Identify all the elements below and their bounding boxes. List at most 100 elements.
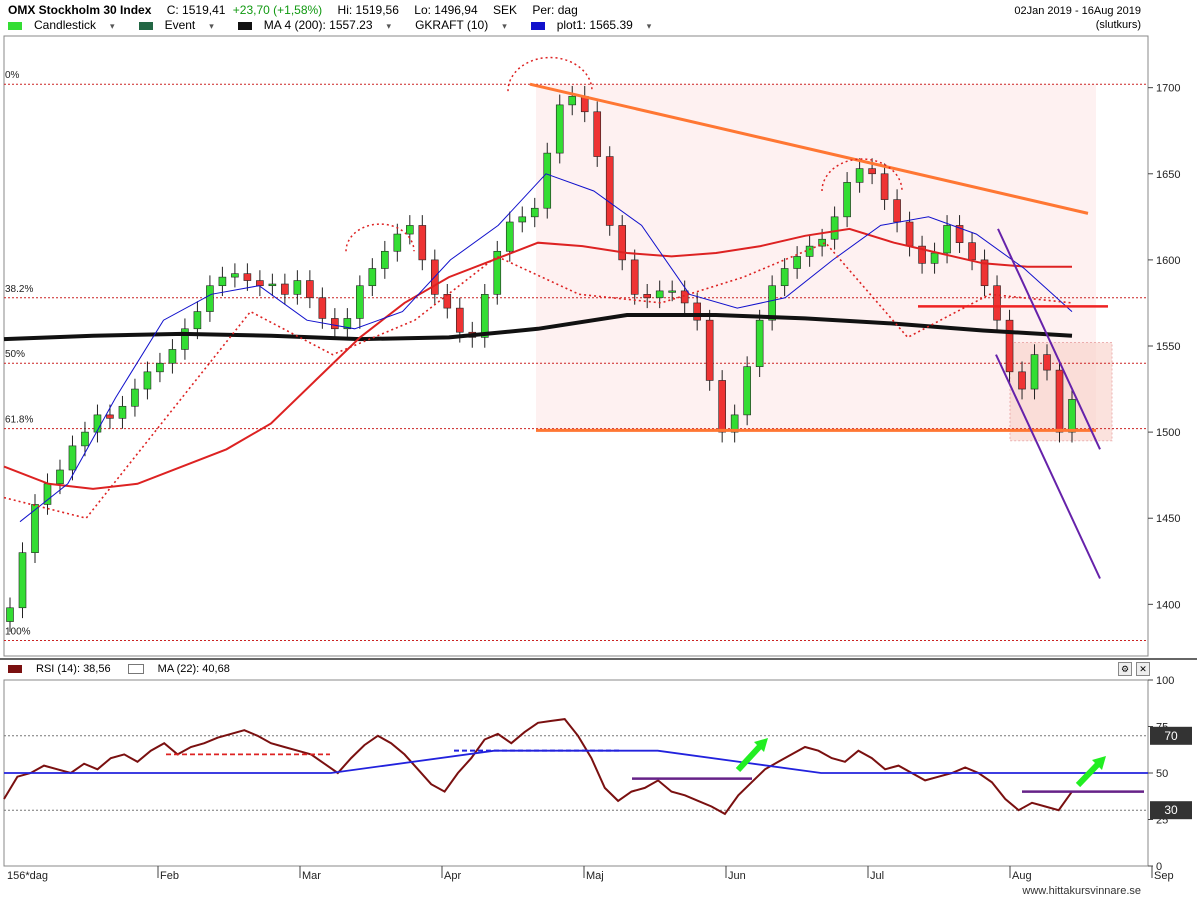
candle xyxy=(181,328,189,350)
chevron-down-icon[interactable]: ▾ xyxy=(646,21,652,31)
candle xyxy=(568,95,577,106)
candle xyxy=(930,252,939,264)
legend-row: Candlestick ▾ Event ▾ MA 4 (200): 1557.23 ▾ GK… xyxy=(8,18,675,32)
rsi-swatch xyxy=(8,665,22,674)
legend-swatch xyxy=(138,21,153,30)
candle xyxy=(918,245,926,264)
candle xyxy=(718,380,726,433)
period-note: 156*dag xyxy=(7,870,48,882)
rsi-level-label: 30 xyxy=(1164,803,1178,817)
candle xyxy=(780,268,789,287)
panel-close-icon[interactable]: ✕ xyxy=(1136,662,1150,676)
candle xyxy=(131,388,139,407)
y-tick-label: 1450 xyxy=(1156,513,1180,525)
candle xyxy=(743,366,751,416)
date-range: 02Jan 2019 - 16Aug 2019 (slutkurs) xyxy=(1014,4,1141,32)
rsi-level-badge xyxy=(1150,726,1192,745)
x-tick-label: Feb xyxy=(160,870,179,882)
x-tick-label: Mar xyxy=(302,870,321,882)
candle xyxy=(755,319,764,367)
candle xyxy=(518,216,527,223)
arrow-head-icon xyxy=(1092,756,1106,770)
candle xyxy=(730,414,739,433)
x-tick-label: Aug xyxy=(1012,870,1032,882)
arrow-head-icon xyxy=(754,738,768,752)
candle xyxy=(218,276,227,287)
candle xyxy=(955,225,964,243)
rsi-header: RSI (14): 38,56 MA (22): 40,68 xyxy=(8,663,244,675)
x-tick-label: Sep xyxy=(1154,870,1174,882)
series-line xyxy=(19,173,1073,523)
close-value: C: 1519,41 xyxy=(166,3,226,17)
candle xyxy=(943,225,951,254)
x-tick-label: Maj xyxy=(586,870,604,882)
legend-label: Event xyxy=(164,18,196,32)
x-tick-label: Apr xyxy=(444,870,461,882)
legend-swatch xyxy=(8,21,22,30)
date-range-text: 02Jan 2019 - 16Aug 2019 xyxy=(1014,5,1141,17)
candle xyxy=(381,250,389,269)
legend-swatch xyxy=(530,21,545,30)
candle xyxy=(818,238,826,247)
candle xyxy=(868,168,876,175)
candle xyxy=(855,168,864,183)
candle xyxy=(393,233,402,252)
candle xyxy=(705,319,714,381)
candle xyxy=(143,371,152,390)
candle xyxy=(406,225,414,235)
y-tick-label: 1650 xyxy=(1156,169,1180,181)
period-label: Per: dag xyxy=(532,3,578,17)
x-tick-label: Jul xyxy=(870,870,884,882)
candle xyxy=(805,245,814,257)
y-tick-label: 1600 xyxy=(1156,255,1180,267)
arrow-icon xyxy=(1075,759,1103,788)
panel-settings-icon[interactable]: ⚙ xyxy=(1118,662,1132,676)
candle xyxy=(156,362,164,373)
chevron-down-icon[interactable]: ▾ xyxy=(110,21,115,31)
candle xyxy=(555,104,564,154)
candle xyxy=(231,273,239,278)
candle xyxy=(530,207,539,218)
chevron-down-icon[interactable]: ▾ xyxy=(502,21,507,31)
legend-swatch xyxy=(237,21,252,30)
candle xyxy=(318,297,327,319)
candle xyxy=(281,283,289,295)
candle xyxy=(356,285,364,319)
candle xyxy=(56,469,64,485)
rsi-y-tick-label: 50 xyxy=(1156,768,1168,780)
candle xyxy=(1030,354,1039,390)
candle xyxy=(256,280,264,287)
legend-item[interactable]: plot1: 1565.39 ▾ xyxy=(530,18,664,32)
x-tick-label: Jun xyxy=(728,870,746,882)
rsi-series-line xyxy=(3,718,1073,816)
legend-item[interactable]: Candlestick ▾ xyxy=(8,18,127,32)
price-type-text: (slutkurs) xyxy=(1095,19,1141,31)
candle xyxy=(655,290,664,299)
high-value: Hi: 1519,56 xyxy=(337,3,399,17)
candle xyxy=(118,405,127,419)
chevron-down-icon[interactable]: ▾ xyxy=(209,21,214,31)
legend-label: MA 4 (200): 1557.23 xyxy=(263,18,373,32)
candle xyxy=(243,273,252,281)
rsi-level-label: 70 xyxy=(1164,729,1178,743)
legend-item[interactable]: Event ▾ xyxy=(138,18,226,32)
candle xyxy=(968,242,976,261)
candle xyxy=(980,259,989,287)
legend-label: plot1: 1565.39 xyxy=(556,18,633,32)
candle xyxy=(480,294,489,338)
rsi-label: RSI (14): 38,56 xyxy=(36,663,111,675)
pattern-arc xyxy=(507,56,593,92)
shade-zone xyxy=(536,84,1096,433)
candle xyxy=(893,199,901,223)
fib-label: 0% xyxy=(5,70,20,81)
candle xyxy=(668,290,676,293)
legend-item[interactable]: GKRAFT (10) ▾ xyxy=(415,18,519,32)
chevron-down-icon[interactable]: ▾ xyxy=(386,21,392,31)
pattern-arc xyxy=(821,158,903,192)
legend-item[interactable]: MA 4 (200): 1557.23 ▾ xyxy=(237,18,403,32)
low-value: Lo: 1496,94 xyxy=(414,3,478,17)
candle xyxy=(1018,371,1026,390)
candle xyxy=(455,307,464,333)
series-line xyxy=(3,313,1073,342)
